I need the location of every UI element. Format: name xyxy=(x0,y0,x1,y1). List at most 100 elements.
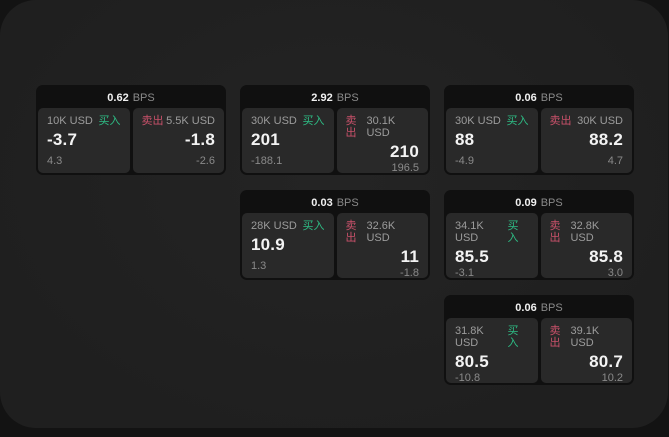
buy-quote-panel[interactable]: 31.8K USD 买入 80.5 -10.8 xyxy=(446,318,538,384)
sell-price: 210 xyxy=(390,142,419,161)
sell-label: 卖出 xyxy=(549,115,572,127)
sell-label: 卖出 xyxy=(345,220,357,244)
panel-top: 30K USD 买入 xyxy=(455,115,529,127)
buy-change: 4.3 xyxy=(47,155,63,167)
buy-quote-panel[interactable]: 30K USD 买入 201 -188.1 xyxy=(242,108,334,173)
bps-unit: BPS xyxy=(540,196,563,209)
sell-quote-panel[interactable]: 卖出 39.1K USD 80.7 10.2 xyxy=(540,318,632,384)
sell-price: 85.8 xyxy=(589,247,623,266)
card-body: 31.8K USD 买入 80.5 -10.8 卖出 39.1K USD 80.… xyxy=(446,318,632,384)
buy-label: 买入 xyxy=(302,220,325,232)
sell-price: -1.8 xyxy=(184,130,215,149)
bps-unit: BPS xyxy=(336,196,359,209)
sell-label: 卖出 xyxy=(141,115,164,127)
sell-change: 3.0 xyxy=(607,267,623,279)
sell-change: 196.5 xyxy=(391,162,419,174)
bps-unit: BPS xyxy=(540,301,563,314)
buy-change: -10.8 xyxy=(455,372,481,384)
panel-top: 卖出 30K USD xyxy=(550,115,624,127)
quote-card: 0.06 BPS 31.8K USD 买入 80.5 -10.8 卖出 39.1… xyxy=(444,295,634,385)
card-body: 34.1K USD 买入 85.5 -3.1 卖出 32.8K USD 85.8… xyxy=(446,213,632,279)
panel-top: 10K USD 买入 xyxy=(47,115,121,127)
buy-amount: 10K USD xyxy=(47,115,93,127)
buy-price: 10.9 xyxy=(251,235,285,254)
sell-amount: 5.5K USD xyxy=(166,115,215,127)
buy-amount: 31.8K USD xyxy=(455,325,484,349)
sell-price: 88.2 xyxy=(589,130,623,149)
bps-value: 0.09 xyxy=(515,196,537,209)
panel-top: 卖出 5.5K USD xyxy=(142,115,216,127)
card-header: 0.62 BPS xyxy=(38,87,224,108)
buy-change: -4.9 xyxy=(455,155,474,167)
sell-quote-panel[interactable]: 卖出 30.1K USD 210 196.5 xyxy=(336,108,428,174)
sell-amount: 30K USD xyxy=(577,115,623,127)
quote-card: 0.03 BPS 28K USD 买入 10.9 1.3 卖出 32.6K US… xyxy=(240,190,430,280)
panel-top: 卖出 32.6K USD xyxy=(346,220,420,244)
panel-top: 34.1K USD 买入 xyxy=(455,220,529,244)
panel-top: 28K USD 买入 xyxy=(251,220,325,232)
panel-top: 卖出 39.1K USD xyxy=(550,325,624,349)
buy-amount: 30K USD xyxy=(455,115,501,127)
buy-change: -3.1 xyxy=(455,267,474,279)
card-header: 2.92 BPS xyxy=(242,87,428,108)
panel-top: 卖出 30.1K USD xyxy=(346,115,420,139)
card-body: 28K USD 买入 10.9 1.3 卖出 32.6K USD 11 -1.8 xyxy=(242,213,428,279)
sell-quote-panel[interactable]: 卖出 32.6K USD 11 -1.8 xyxy=(336,213,428,279)
sell-price: 11 xyxy=(400,247,419,266)
buy-price: 80.5 xyxy=(455,352,489,371)
card-header: 0.06 BPS xyxy=(446,87,632,108)
quotes-grid: 0.62 BPS 10K USD 买入 -3.7 4.3 卖出 5.5K USD xyxy=(36,85,634,385)
sell-change: 10.2 xyxy=(601,372,623,384)
buy-price: 201 xyxy=(251,130,280,149)
card-header: 0.03 BPS xyxy=(242,192,428,213)
quote-card: 0.09 BPS 34.1K USD 买入 85.5 -3.1 卖出 32.8K… xyxy=(444,190,634,280)
sell-amount: 32.8K USD xyxy=(570,220,600,244)
bps-unit: BPS xyxy=(336,91,359,104)
bps-value: 0.06 xyxy=(515,91,537,104)
panel-top: 卖出 32.8K USD xyxy=(550,220,624,244)
bps-value: 2.92 xyxy=(311,91,333,104)
card-header: 0.06 BPS xyxy=(446,297,632,318)
sell-label: 卖出 xyxy=(549,325,561,349)
quote-card: 2.92 BPS 30K USD 买入 201 -188.1 卖出 30.1K … xyxy=(240,85,430,175)
sell-quote-panel[interactable]: 卖出 5.5K USD -1.8 -2.6 xyxy=(132,108,224,173)
sell-amount: 32.6K USD xyxy=(366,220,396,244)
panel-top: 31.8K USD 买入 xyxy=(455,325,529,349)
sell-change: 4.7 xyxy=(607,155,623,167)
bps-unit: BPS xyxy=(132,91,155,104)
buy-change: 1.3 xyxy=(251,260,267,272)
quote-card: 0.06 BPS 30K USD 买入 88 -4.9 卖出 30K USD xyxy=(444,85,634,175)
quote-card: 0.62 BPS 10K USD 买入 -3.7 4.3 卖出 5.5K USD xyxy=(36,85,226,175)
sell-label: 卖出 xyxy=(345,115,357,139)
buy-label: 买入 xyxy=(302,115,325,127)
panel-top: 30K USD 买入 xyxy=(251,115,325,127)
buy-amount: 30K USD xyxy=(251,115,297,127)
sell-amount: 39.1K USD xyxy=(570,325,600,349)
sell-amount: 30.1K USD xyxy=(366,115,396,139)
sell-label: 卖出 xyxy=(549,220,561,244)
card-body: 10K USD 买入 -3.7 4.3 卖出 5.5K USD -1.8 -2.… xyxy=(38,108,224,173)
sell-quote-panel[interactable]: 卖出 32.8K USD 85.8 3.0 xyxy=(540,213,632,279)
buy-quote-panel[interactable]: 28K USD 买入 10.9 1.3 xyxy=(242,213,334,278)
bps-value: 0.06 xyxy=(515,301,537,314)
buy-quote-panel[interactable]: 10K USD 买入 -3.7 4.3 xyxy=(38,108,130,173)
buy-label: 买入 xyxy=(507,220,519,244)
buy-amount: 34.1K USD xyxy=(455,220,484,244)
sell-quote-panel[interactable]: 卖出 30K USD 88.2 4.7 xyxy=(540,108,632,173)
buy-change: -188.1 xyxy=(251,155,283,167)
buy-label: 买入 xyxy=(506,115,529,127)
buy-amount: 28K USD xyxy=(251,220,297,232)
card-body: 30K USD 买入 88 -4.9 卖出 30K USD 88.2 4.7 xyxy=(446,108,632,173)
buy-price: 88 xyxy=(455,130,475,149)
app-window: 0.62 BPS 10K USD 买入 -3.7 4.3 卖出 5.5K USD xyxy=(0,0,668,428)
buy-label: 买入 xyxy=(507,325,519,349)
sell-change: -2.6 xyxy=(196,155,215,167)
sell-change: -1.8 xyxy=(400,267,419,279)
card-header: 0.09 BPS xyxy=(446,192,632,213)
buy-quote-panel[interactable]: 34.1K USD 买入 85.5 -3.1 xyxy=(446,213,538,279)
card-body: 30K USD 买入 201 -188.1 卖出 30.1K USD 210 1… xyxy=(242,108,428,174)
bps-value: 0.03 xyxy=(311,196,333,209)
buy-label: 买入 xyxy=(98,115,121,127)
bps-value: 0.62 xyxy=(107,91,129,104)
buy-quote-panel[interactable]: 30K USD 买入 88 -4.9 xyxy=(446,108,538,173)
